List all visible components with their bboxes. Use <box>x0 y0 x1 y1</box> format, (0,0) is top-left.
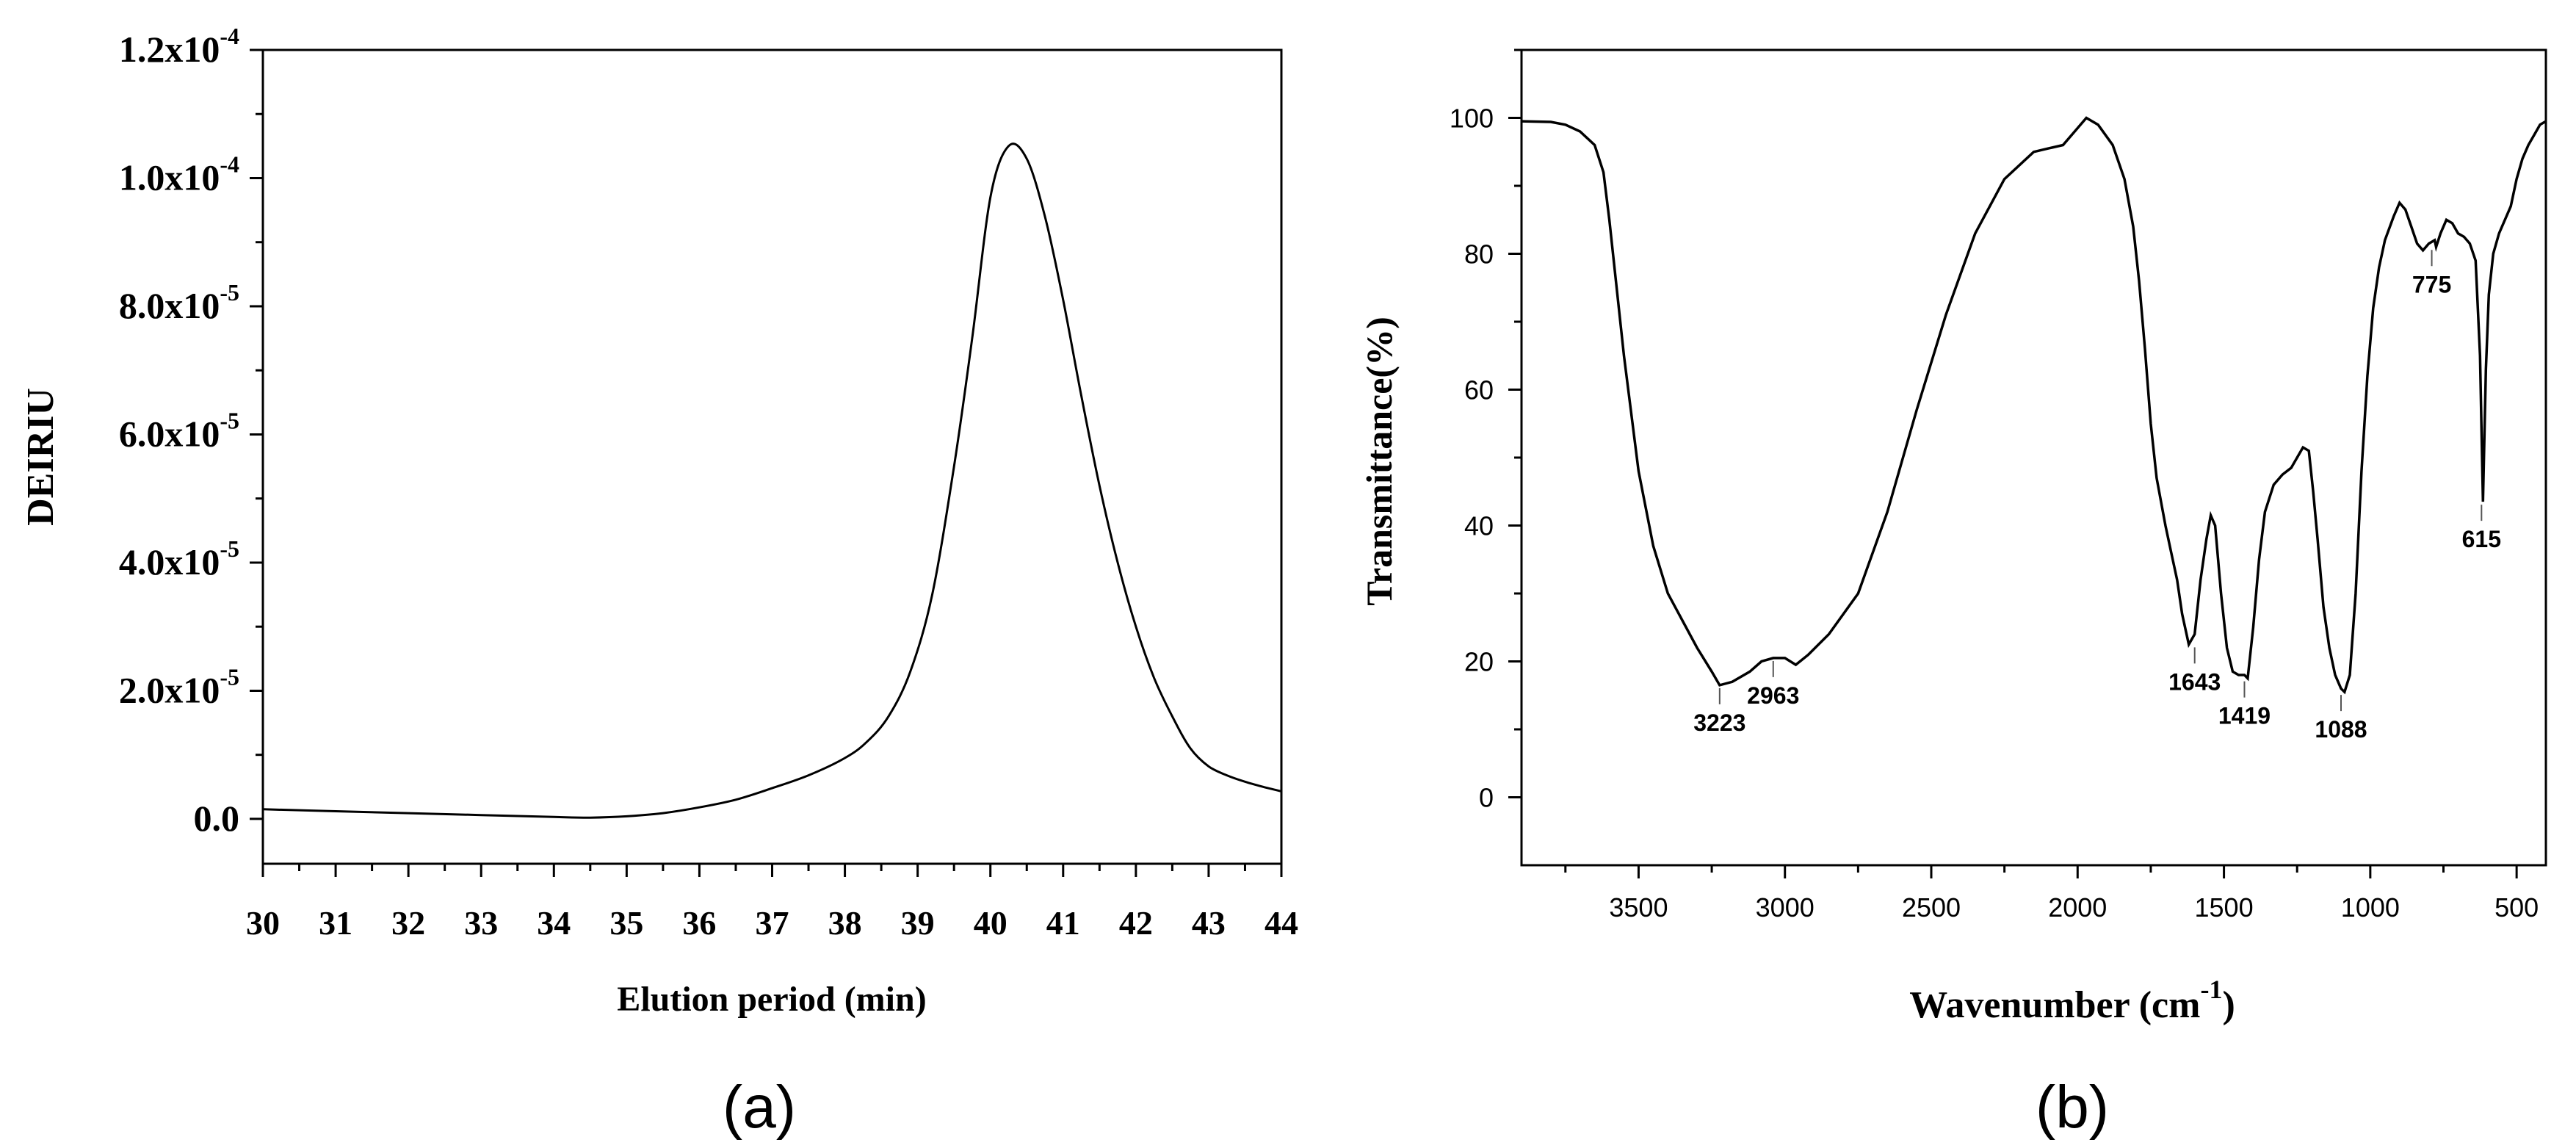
panel-a-x-tick-label: 30 <box>246 904 280 942</box>
panel-b-x-axis-title: Wavenumber (cm-1) <box>1909 975 2235 1026</box>
panel-a-elution-curve <box>262 142 1282 819</box>
panel-b-peak-label: 775 <box>2412 271 2451 297</box>
panel-a-x-tick-label: 42 <box>1119 904 1153 942</box>
panel-a-plot-frame <box>261 48 1283 865</box>
panel-b-x-tick-label: 1000 <box>2341 892 2400 923</box>
panel-b-x-tick-label: 1500 <box>2195 892 2254 923</box>
panel-a-y-tick-label: 1.0x10-4 <box>119 151 239 198</box>
panel-b-x-tick-labels: 3500 3000 2500 2000 1500 1000 500 <box>1609 892 2539 923</box>
panel-b-x-tick-label: 2500 <box>1902 892 1961 923</box>
panel-b-y-tick-labels: 0 20 40 60 80 100 <box>1450 104 1494 813</box>
panel-b-x-axis-title-text: Wavenumber (cm <box>1909 984 2200 1026</box>
panel-b-y-tick-label: 100 <box>1450 104 1494 134</box>
panel-a-y-tick-label: 0.0 <box>194 798 240 839</box>
panel-b-y-tick-label: 20 <box>1464 647 1494 677</box>
panel-a-x-axis-title: Elution period (min) <box>617 980 926 1019</box>
panel-a-chart: 30 31 32 33 34 35 36 37 38 39 40 41 42 43 44 0.0 2.0x10… <box>20 23 1298 1141</box>
panel-b-ftir-spectrum <box>1521 116 2547 695</box>
panel-b-x-tick-label: 3500 <box>1609 892 1668 923</box>
panel-b-peak-label: 1088 <box>2315 716 2367 743</box>
panel-b-peak-label: 615 <box>2462 526 2501 552</box>
panel-a-y-tick-label: 6.0x10-5 <box>119 407 239 454</box>
panel-a-x-tick-label: 31 <box>319 904 352 942</box>
panel-a-x-tick-label: 40 <box>974 904 1007 942</box>
panel-a-label: (a) <box>723 1074 796 1141</box>
panel-a-ticks <box>250 48 1283 877</box>
panel-b-x-tick-label: 500 <box>2494 892 2539 923</box>
panel-b-chart: 3500 3000 2500 2000 1500 1000 500 0 20 40 60 80 100… <box>1358 48 2547 1141</box>
panel-b-y-tick-label: 60 <box>1464 375 1494 405</box>
panel-b-peak-label: 1419 <box>2218 703 2271 729</box>
panel-b-label: (b) <box>2036 1074 2109 1141</box>
panel-b-peak-label: 3223 <box>1693 710 1745 736</box>
panel-a-y-axis-title: DEIRIU <box>20 388 62 526</box>
panel-a-x-tick-label: 33 <box>464 904 498 942</box>
panel-b-peak-label: 2963 <box>1747 682 1799 709</box>
panel-a-x-tick-label: 36 <box>682 904 716 942</box>
panel-b-plot-frame <box>1520 48 2547 867</box>
panel-a-y-tick-label: 4.0x10-5 <box>119 535 239 582</box>
panel-b-y-tick-label: 40 <box>1464 511 1494 541</box>
panel-a-x-tick-labels: 30 31 32 33 34 35 36 37 38 39 40 41 42 43 44 <box>246 904 1298 942</box>
panel-a-x-tick-label: 39 <box>901 904 935 942</box>
panel-b-x-tick-label: 2000 <box>2048 892 2107 923</box>
panel-a-x-tick-label: 43 <box>1192 904 1226 942</box>
panel-a-y-tick-labels: 0.0 2.0x10-5 4.0x10-5 6.0x10-5 8.0x10-5 1.0x1… <box>119 23 239 839</box>
panel-b-x-axis-title-close: ) <box>2222 984 2235 1026</box>
panel-b-y-axis-title: Transmittance(%) <box>1358 317 1400 605</box>
panel-a-y-tick-label: 8.0x10-5 <box>119 279 239 326</box>
panel-a-y-tick-label: 2.0x10-5 <box>119 663 239 710</box>
panel-b-ticks <box>1508 48 2518 878</box>
panel-b-y-tick-label: 0 <box>1479 783 1494 813</box>
panel-a-x-tick-label: 34 <box>537 904 571 942</box>
panel-a-x-tick-label: 44 <box>1265 904 1298 942</box>
panel-b-x-axis-title-superscript: -1 <box>2200 975 2222 1004</box>
panel-a-x-tick-label: 37 <box>756 904 789 942</box>
panel-a-x-tick-label: 32 <box>391 904 425 942</box>
panel-b-x-tick-label: 3000 <box>1756 892 1815 923</box>
panel-a-y-tick-label: 1.2x10-4 <box>119 23 239 70</box>
panel-a-x-tick-label: 38 <box>828 904 862 942</box>
panel-b-peak-label: 1643 <box>2168 668 2221 695</box>
panel-a-x-tick-label: 35 <box>609 904 643 942</box>
panel-b-y-tick-label: 80 <box>1464 239 1494 270</box>
panel-a-x-tick-label: 41 <box>1046 904 1080 942</box>
